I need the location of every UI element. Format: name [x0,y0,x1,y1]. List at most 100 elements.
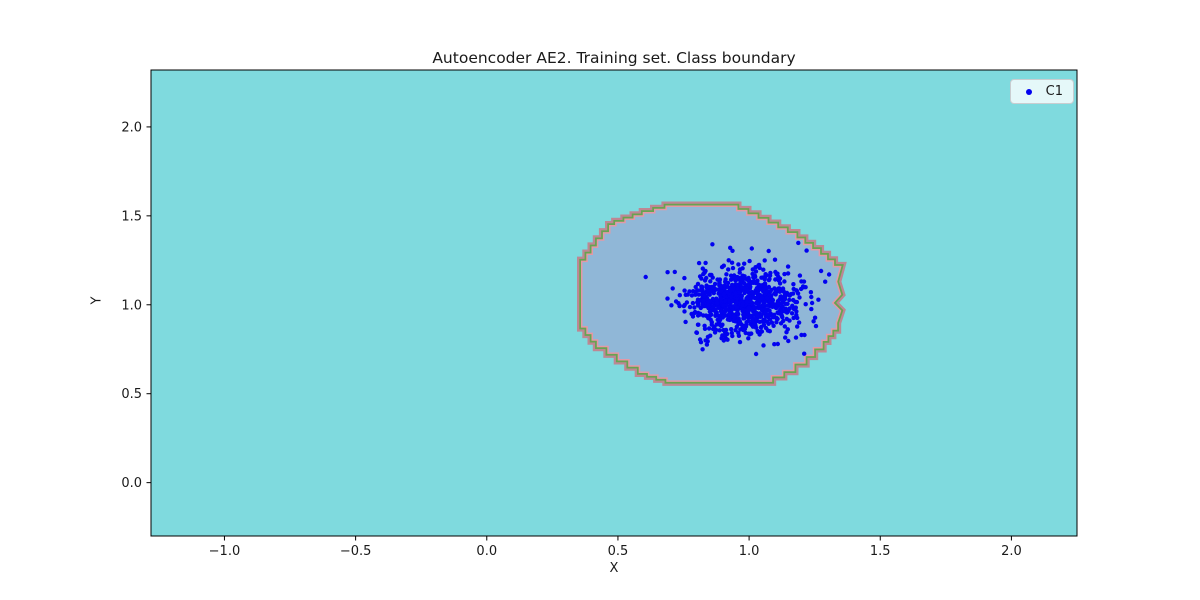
data-point [733,291,738,296]
data-point [728,245,733,250]
data-point [782,279,787,284]
y-tick-label: 1.0 [121,298,142,313]
data-point [737,270,742,275]
data-point [747,258,752,264]
data-point [785,271,791,276]
data-point [756,293,761,298]
data-point [791,282,796,287]
data-point [802,351,807,356]
data-point [756,288,761,293]
data-point [734,305,740,310]
data-point [741,316,746,321]
data-point [683,319,688,325]
data-point [717,328,722,333]
data-point [682,275,687,281]
data-point [812,315,818,320]
data-point [695,281,701,287]
data-point [776,303,781,308]
data-point [753,269,759,274]
data-point [735,282,740,288]
data-point [741,286,747,291]
data-point [689,311,694,317]
data-point [696,292,701,297]
data-point [702,269,707,274]
data-point [697,298,702,303]
data-point [801,285,806,290]
data-point [710,284,715,290]
data-point [782,296,788,302]
data-point [738,294,743,300]
data-point [750,290,755,295]
data-point [730,283,735,288]
data-point [784,330,789,335]
data-point [727,311,732,316]
data-point [706,326,712,331]
data-point [698,288,703,293]
legend-marker-dot [1025,88,1032,95]
data-point [783,335,788,340]
data-point [692,305,697,310]
x-tick-label: 1.0 [739,544,760,559]
data-point [752,304,757,310]
data-point [689,293,695,298]
data-point [734,324,739,329]
data-point [713,287,719,292]
data-point [699,276,704,281]
data-point [750,324,756,329]
data-point [773,277,778,282]
data-point [755,329,761,335]
data-point [746,336,751,341]
data-point [729,330,734,336]
scatter-series-C1 [643,240,832,357]
data-point [714,297,719,302]
data-point [687,304,693,310]
data-point [796,320,802,325]
data-point [725,337,730,342]
data-point [722,333,728,338]
data-point [761,317,766,322]
data-point [786,292,791,297]
data-point [804,248,809,253]
data-point [730,299,735,304]
data-point [726,258,731,263]
data-point [759,295,765,301]
data-point [809,300,815,306]
data-point [780,304,785,309]
data-point [710,242,715,247]
data-point [725,280,731,286]
data-point [717,277,723,282]
data-point [761,289,767,295]
x-axis-ticks: −1.0 −0.5 0.0 0.5 1.0 1.5 2.0 [209,536,1022,559]
data-point [717,322,723,327]
data-point [772,257,778,262]
data-point [782,271,787,277]
data-point [794,288,799,293]
data-point [751,278,757,284]
data-point [766,277,772,283]
data-point [823,279,828,284]
data-point [737,339,743,345]
data-point [790,291,796,296]
data-point [703,260,708,266]
data-point [763,325,769,331]
data-point [705,339,710,344]
legend-label: C1 [1045,84,1063,99]
data-point [677,303,682,309]
data-point [762,258,767,263]
data-point [726,298,731,304]
data-point [785,301,790,306]
data-point [670,286,675,291]
data-point [766,248,771,254]
data-point [793,335,799,340]
data-point [777,286,782,291]
data-point [729,294,734,299]
data-point [693,292,698,297]
data-point [784,310,790,315]
data-point [816,297,821,302]
data-point [803,302,808,307]
data-point [665,296,670,301]
data-point [793,299,798,305]
data-point [775,341,780,347]
x-tick-label: 0.0 [476,544,497,559]
